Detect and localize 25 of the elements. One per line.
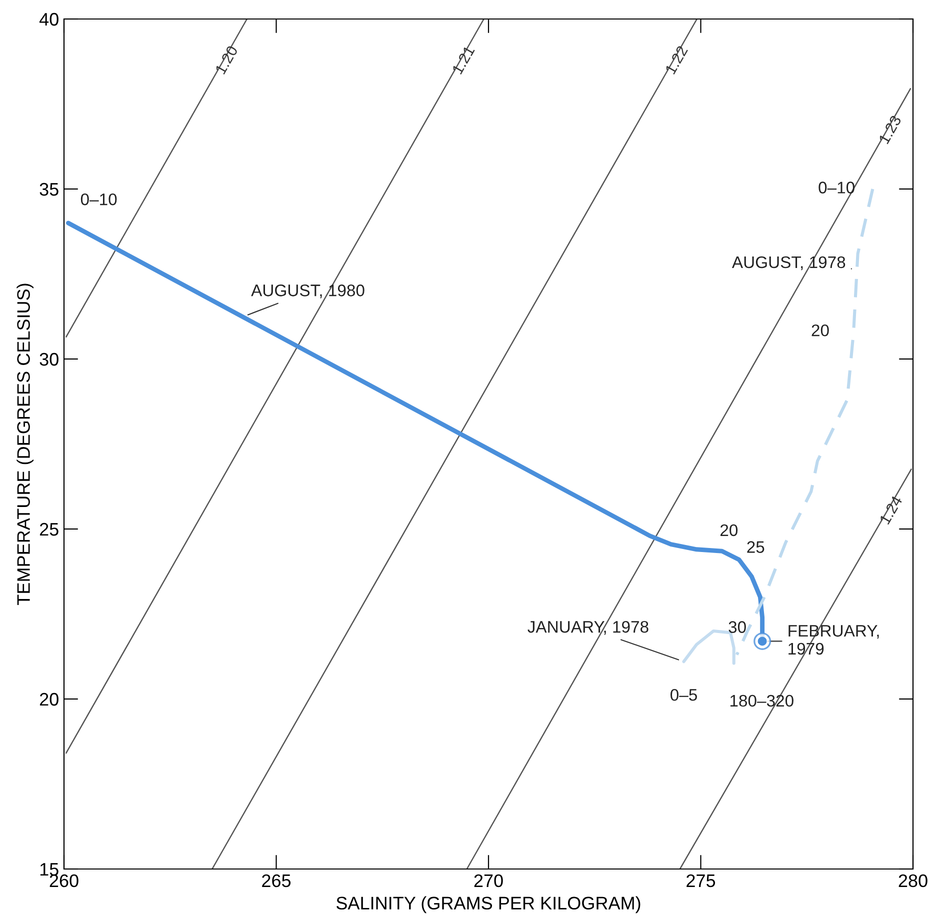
x-tick-label: 275 (686, 874, 716, 888)
y-tick-label: 40 (39, 12, 58, 26)
x-tick-label: 260 (50, 874, 78, 888)
y-tick-label: 15 (40, 863, 58, 876)
text: 1.22 (664, 45, 688, 75)
y-tick-label: 25 (40, 522, 58, 536)
x-tick-label: 280 (898, 874, 928, 888)
series-label: AUGUST, 1980 (251, 284, 364, 298)
text: 1.23 (878, 114, 902, 144)
annotation: 30 (728, 621, 746, 633)
annotation: 20 (720, 524, 738, 536)
y-tick-label: 20 (40, 692, 58, 706)
x-tick-label: 265 (262, 874, 291, 888)
y-tick-label: 35 (40, 182, 58, 196)
annotation: 20 (812, 324, 829, 336)
annotation: 0–10 (80, 193, 117, 206)
annotation: 0–10 (818, 182, 854, 194)
annotation: 0–5 (670, 688, 697, 701)
text: 1.20 (214, 44, 238, 75)
annotation: 25 (747, 541, 764, 553)
text: 1.21 (452, 45, 475, 75)
y-axis-title: TEMPERATURE (DEGREES CELSIUS) (16, 284, 34, 605)
x-axis-title: SALINITY (GRAMS PER KILOGRAM) (336, 896, 640, 914)
x-tick-label: 270 (474, 874, 503, 888)
y-tick-label: 30 (40, 352, 58, 366)
